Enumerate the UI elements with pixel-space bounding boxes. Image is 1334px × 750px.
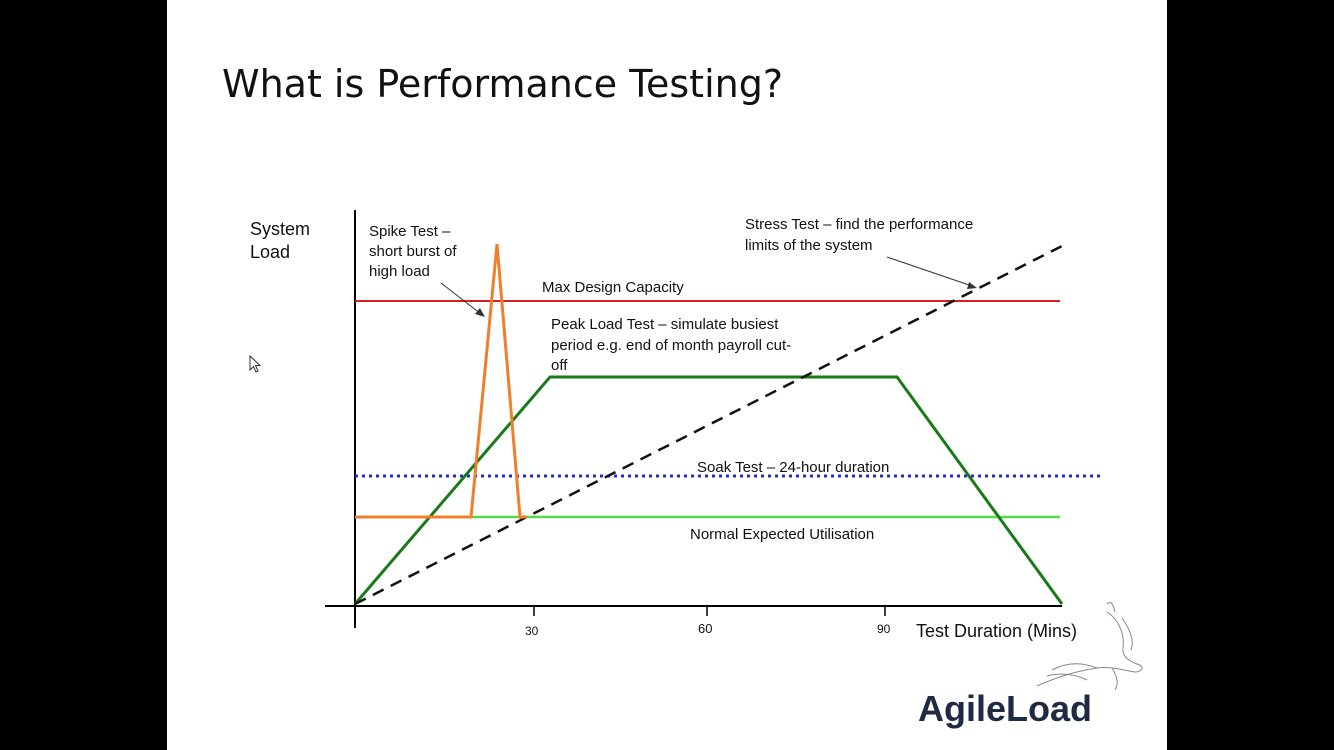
spike-arrowhead bbox=[475, 308, 485, 317]
spike-arrow bbox=[440, 282, 482, 315]
peak-load-line bbox=[353, 375, 1064, 605]
spike-label-line3: high load bbox=[369, 263, 430, 280]
spike-label-line1: Spike Test – bbox=[369, 223, 451, 240]
x-tick-label-60: 60 bbox=[698, 621, 712, 636]
x-tick-label-30: 30 bbox=[525, 624, 539, 638]
stress-arrow bbox=[886, 256, 973, 287]
stress-test-line bbox=[354, 244, 1063, 606]
agileload-logo-text: AgileLoad bbox=[918, 688, 1092, 729]
peak-label-line2: period e.g. end of month payroll cut- bbox=[551, 337, 791, 354]
x-tick-label-90: 90 bbox=[877, 622, 891, 636]
peak-label-line1: Peak Load Test – simulate busiest bbox=[551, 316, 779, 333]
normal-label: Normal Expected Utilisation bbox=[690, 526, 874, 543]
stress-label-line2: limits of the system bbox=[745, 237, 873, 254]
slide-title: What is Performance Testing? bbox=[222, 62, 784, 106]
mouse-cursor-icon bbox=[249, 355, 262, 373]
slide: What is Performance Testing? System Load… bbox=[167, 0, 1167, 750]
spike-label-line2: short burst of bbox=[369, 243, 457, 260]
stress-label-line1: Stress Test – find the performance bbox=[745, 216, 973, 233]
performance-testing-diagram: System Load Spike Test – short burst of … bbox=[250, 210, 1143, 729]
gazelle-icon bbox=[1036, 601, 1143, 691]
y-axis-label-line1: System bbox=[250, 219, 310, 239]
x-axis-label: Test Duration (Mins) bbox=[916, 621, 1077, 641]
max-capacity-label: Max Design Capacity bbox=[542, 279, 684, 296]
soak-label: Soak Test – 24-hour duration bbox=[697, 459, 889, 476]
spike-test-line bbox=[355, 243, 527, 519]
y-axis-label-line2: Load bbox=[250, 242, 290, 262]
peak-label-line3: off bbox=[551, 357, 568, 374]
stress-arrowhead bbox=[967, 282, 977, 289]
